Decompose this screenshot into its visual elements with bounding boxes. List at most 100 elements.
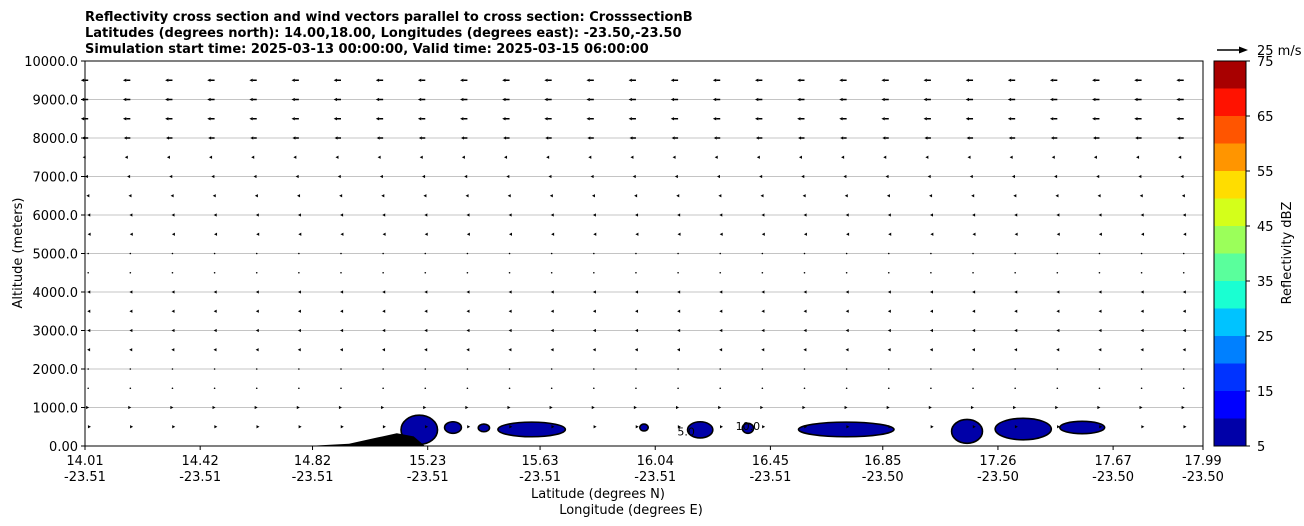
wind-vector-head-437 [1049,78,1054,82]
wind-vector-head-63 [212,194,216,198]
wind-vector-head-102 [297,213,301,217]
wind-vector-dot-314 [761,271,764,274]
wind-vector-head-273 [677,213,681,217]
wind-vectors [80,78,1187,429]
wind-vector-head-240 [592,309,596,313]
wind-vector-head-407 [972,232,976,236]
wind-vector-head-306 [755,117,759,121]
wind-vector-head-26 [129,213,133,217]
wind-vector-head-315 [761,290,765,294]
wind-vector-head-193 [503,136,507,140]
wind-vector-head-153 [417,97,422,102]
x-tick-label-lon-3: -23.51 [407,470,449,485]
wind-vector-head-473 [1097,405,1101,410]
wind-vector-dot-124 [340,271,342,274]
wind-vector-dot-313 [761,252,764,255]
wind-vector-dot-149 [382,387,384,390]
wind-vector-head-384 [925,155,929,159]
colorbar-tick-label-3: 35 [1257,275,1274,290]
colorbar-tick-label-5: 55 [1257,165,1274,180]
wind-vector-head-397 [928,405,932,410]
colorbar-band-10 [1214,143,1246,171]
wind-vector-head-266 [670,78,675,82]
wind-vector-dot-484 [1140,252,1143,255]
wind-vector-head-204 [508,348,512,352]
wind-vector-dot-143 [382,271,384,274]
wind-vector-head-127 [340,328,344,333]
wind-vector-dot-111 [298,387,300,390]
wind-vector-head-411 [972,309,976,313]
wind-vector-head-57 [207,78,211,82]
x-tick-label-lon-4: -23.51 [519,470,561,485]
wind-vector-head-164 [424,309,428,313]
wind-vector-head-292 [719,213,723,217]
wind-vector-head-96 [291,97,295,102]
wind-vector-head-25 [128,194,132,198]
wind-vector-dot-104 [298,252,300,255]
wind-vector-head-432 [1014,348,1018,352]
wind-vector-dot-472 [1098,387,1101,390]
wind-vector-head-212 [545,136,549,140]
wind-vector-head-203 [508,328,512,333]
wind-vector-head-188 [465,405,469,410]
wind-vector-head-185 [466,348,470,352]
wind-vector-dot-491 [1140,387,1143,390]
wind-vector-head-247 [628,78,632,82]
wind-vector-head-459 [1093,136,1097,140]
wind-vector-dot-446 [1056,252,1059,255]
wind-vector-dot-263 [635,387,637,390]
wind-vector-head-311 [761,213,765,217]
wind-vector-head-500 [1181,194,1185,198]
wind-vector-head-366 [885,174,889,179]
colorbar-band-3 [1214,336,1246,364]
wind-vector-dot-301 [719,387,722,390]
wind-vector-head-458 [1092,117,1096,121]
wind-vector-head-478 [1135,136,1139,140]
wind-vector-head-30 [129,290,133,294]
wind-vector-head-248 [628,97,632,102]
wind-vector-head-444 [1056,213,1060,217]
wind-vector-head-284 [677,425,681,429]
wind-vector-head-489 [1140,348,1144,352]
colorbar-tick-label-7: 75 [1257,55,1274,70]
wind-vector-head-280 [676,348,680,352]
wind-vector-head-416 [970,405,974,410]
wind-vector-dot-205 [508,368,511,370]
wind-vector-head-488 [1140,328,1144,333]
colorbar-band-9 [1214,171,1246,199]
wind-vector-dot-377 [887,387,890,390]
echo-6 [741,422,755,435]
colorbar-tick-label-0: 5 [1257,440,1265,455]
wind-vector-head-32 [129,328,133,333]
x-tick-label-lon-6: -23.51 [749,470,791,485]
wind-vector-head-296 [719,290,723,294]
wind-vector-dot-85 [255,252,258,255]
wind-vector-head-95 [291,78,295,82]
wind-vector-head-156 [419,155,423,159]
wind-vector-dot-200 [508,271,511,274]
wind-vector-head-480 [1138,174,1142,179]
x-tick-label-lat-3: 15.23 [409,454,446,469]
wind-vector-head-406 [972,213,976,217]
wind-vector-head-435 [1013,405,1017,410]
wind-vector-head-242 [592,348,596,352]
wind-vector-head-141 [382,232,386,236]
wind-vector-head-512 [1183,425,1187,429]
wind-vector-head-431 [1014,328,1018,333]
colorbar-tick-label-2: 25 [1257,330,1274,345]
colorbar-label: Reflectivity dBZ [1280,202,1295,305]
wind-vector-head-265 [635,425,639,429]
wind-vector-head-477 [1134,117,1138,121]
wind-vector-head-210 [544,97,548,102]
wind-vector-head-2 [80,117,85,121]
wind-vector-head-191 [502,97,506,102]
wind-vector-head-134 [375,97,380,102]
wind-vector-head-116 [333,117,337,121]
wind-vector-head-261 [634,348,638,352]
wind-vector-head-487 [1140,309,1144,313]
wind-vector-head-239 [592,290,596,294]
wind-vector-head-49 [171,290,175,294]
wind-vector-head-391 [929,290,933,294]
wind-vector-head-137 [377,155,381,159]
wind-vector-head-340 [802,405,806,410]
